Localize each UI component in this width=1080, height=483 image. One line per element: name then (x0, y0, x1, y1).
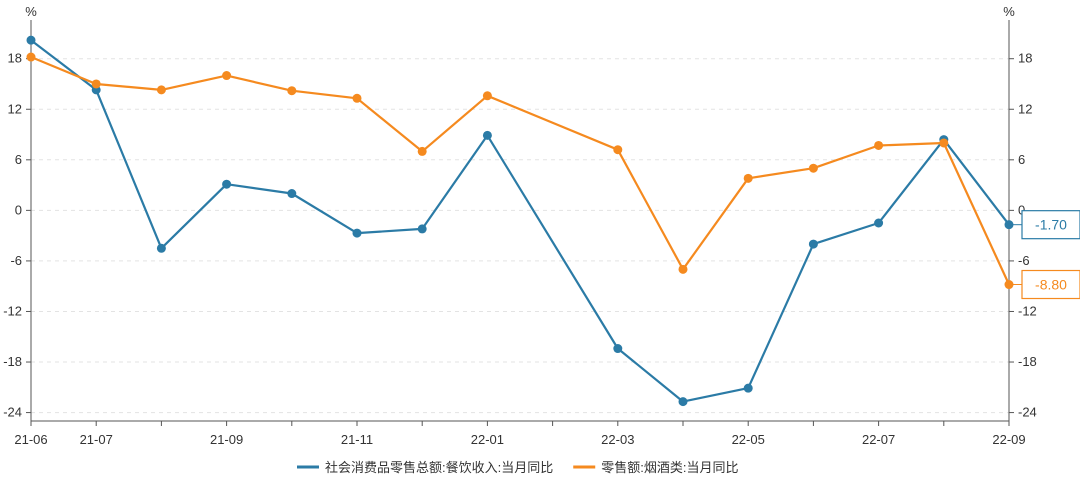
data-point-2 (352, 93, 362, 103)
series (26, 35, 1014, 407)
end-label-text: -8.80 (1035, 277, 1067, 293)
data-point-1 (482, 130, 492, 140)
data-point-1 (222, 179, 232, 189)
series-line-1 (30, 39, 1010, 403)
legend-label: 社会消费品零售总额:餐饮收入:当月同比 (325, 460, 553, 475)
legend-item-2: 零售额:烟酒类:当月同比 (573, 460, 738, 475)
data-point-1 (287, 189, 297, 199)
legend-label: 零售额:烟酒类:当月同比 (601, 460, 738, 475)
data-point-2 (222, 71, 232, 81)
y-tick-label-right: 12 (1018, 101, 1032, 116)
end-label-2: -8.80 (1009, 269, 1080, 300)
legend-item-1: 社会消费品零售总额:餐饮收入:当月同比 (297, 460, 553, 475)
data-point-2 (287, 86, 297, 96)
x-tick-label: 21-07 (80, 432, 113, 447)
data-point-2 (482, 91, 492, 101)
y-tick-label-left: -12 (3, 303, 22, 318)
data-point-2 (91, 79, 101, 89)
axes: 18 18 12 12 6 6 0 0 -6 -6 -12 -12 -18 -18 -24 -24% % 21-0… (3, 4, 1037, 447)
y-tick-label-right: 6 (1018, 152, 1025, 167)
x-tick-label: 22-01 (471, 432, 504, 447)
end-label-1: -1.70 (1009, 210, 1080, 240)
data-point-1 (678, 397, 688, 407)
y-tick-label-left: 12 (8, 101, 22, 116)
data-point-2 (156, 85, 166, 95)
data-point-2 (678, 264, 688, 274)
x-tick-label: 21-09 (210, 432, 243, 447)
data-point-2 (743, 173, 753, 183)
y-axis-unit-left: % (25, 4, 37, 19)
x-tick-label: 22-09 (992, 432, 1025, 447)
data-point-2 (939, 138, 949, 148)
data-point-1 (26, 35, 36, 45)
y-tick-label-right: -12 (1018, 303, 1037, 318)
y-tick-label-left: 0 (15, 202, 22, 217)
end-label-box (1021, 269, 1080, 300)
y-tick-label-right: 0 (1018, 202, 1025, 217)
x-tick-label: 22-03 (601, 432, 634, 447)
y-tick-label-left: -18 (3, 354, 22, 369)
y-tick-label-left: -6 (10, 253, 22, 268)
data-point-1 (417, 224, 427, 234)
y-axis-unit-right: % (1003, 4, 1015, 19)
x-tick-label: 22-07 (862, 432, 895, 447)
x-tick-label: 21-06 (14, 432, 47, 447)
y-tick-label-right: -18 (1018, 354, 1037, 369)
data-point-1 (874, 218, 884, 228)
y-tick-label-right: -24 (1018, 405, 1037, 420)
data-point-2 (613, 145, 623, 155)
y-tick-label-left: 18 (8, 51, 22, 66)
data-point-1 (743, 383, 753, 393)
y-tick-label-left: 6 (15, 152, 22, 167)
data-point-1 (808, 239, 818, 249)
gridlines (31, 58, 1009, 414)
end-label-box (1021, 210, 1080, 240)
x-tick-label: 21-11 (341, 432, 373, 447)
series-line-2 (30, 55, 1010, 285)
data-point-2 (417, 146, 427, 156)
x-tick-label: 22-05 (732, 432, 765, 447)
data-point-1 (352, 228, 362, 238)
end-labels: -1.70 -8.80 (1009, 210, 1080, 300)
y-tick-label-right: -6 (1018, 253, 1030, 268)
y-tick-label-left: -24 (3, 405, 22, 420)
data-point-2 (808, 163, 818, 173)
data-point-1 (613, 344, 623, 354)
end-label-text: -1.70 (1035, 217, 1067, 233)
legend: 社会消费品零售总额:餐饮收入:当月同比 零售额:烟酒类:当月同比 (297, 460, 738, 475)
data-point-1 (156, 243, 166, 253)
data-point-2 (26, 52, 36, 62)
data-point-2 (874, 140, 884, 150)
y-tick-label-right: 18 (1018, 51, 1032, 66)
